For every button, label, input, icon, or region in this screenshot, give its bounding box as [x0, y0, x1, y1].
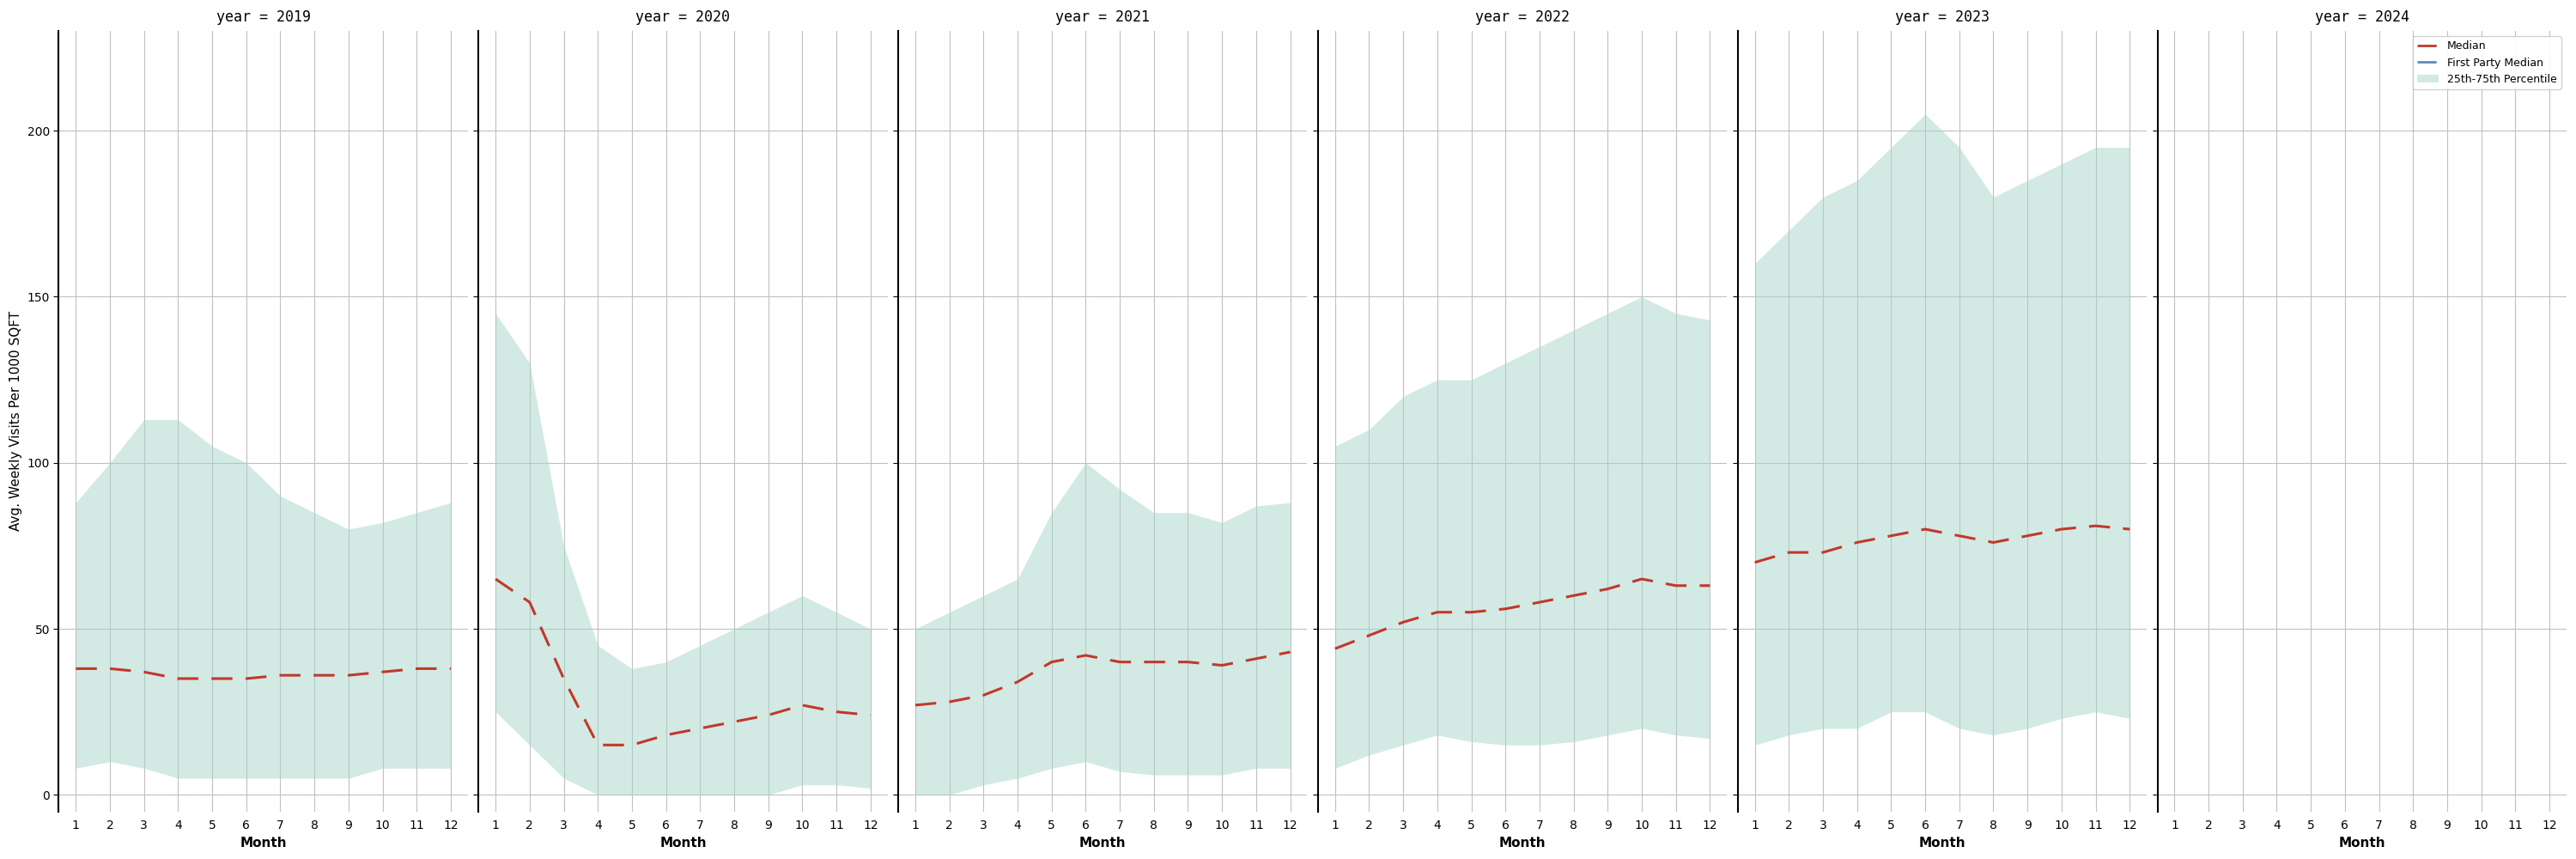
Title: year = 2019: year = 2019	[216, 9, 312, 25]
Title: year = 2022: year = 2022	[1476, 9, 1569, 25]
X-axis label: Month: Month	[659, 837, 706, 850]
X-axis label: Month: Month	[1079, 837, 1126, 850]
X-axis label: Month: Month	[2339, 837, 2385, 850]
Legend: Median, First Party Median, 25th-75th Percentile: Median, First Party Median, 25th-75th Pe…	[2414, 36, 2561, 89]
X-axis label: Month: Month	[240, 837, 286, 850]
Title: year = 2023: year = 2023	[1896, 9, 1989, 25]
X-axis label: Month: Month	[1499, 837, 1546, 850]
X-axis label: Month: Month	[1919, 837, 1965, 850]
Y-axis label: Avg. Weekly Visits Per 1000 SQFT: Avg. Weekly Visits Per 1000 SQFT	[10, 311, 23, 531]
Title: year = 2021: year = 2021	[1056, 9, 1149, 25]
Title: year = 2024: year = 2024	[2316, 9, 2409, 25]
Title: year = 2020: year = 2020	[636, 9, 729, 25]
